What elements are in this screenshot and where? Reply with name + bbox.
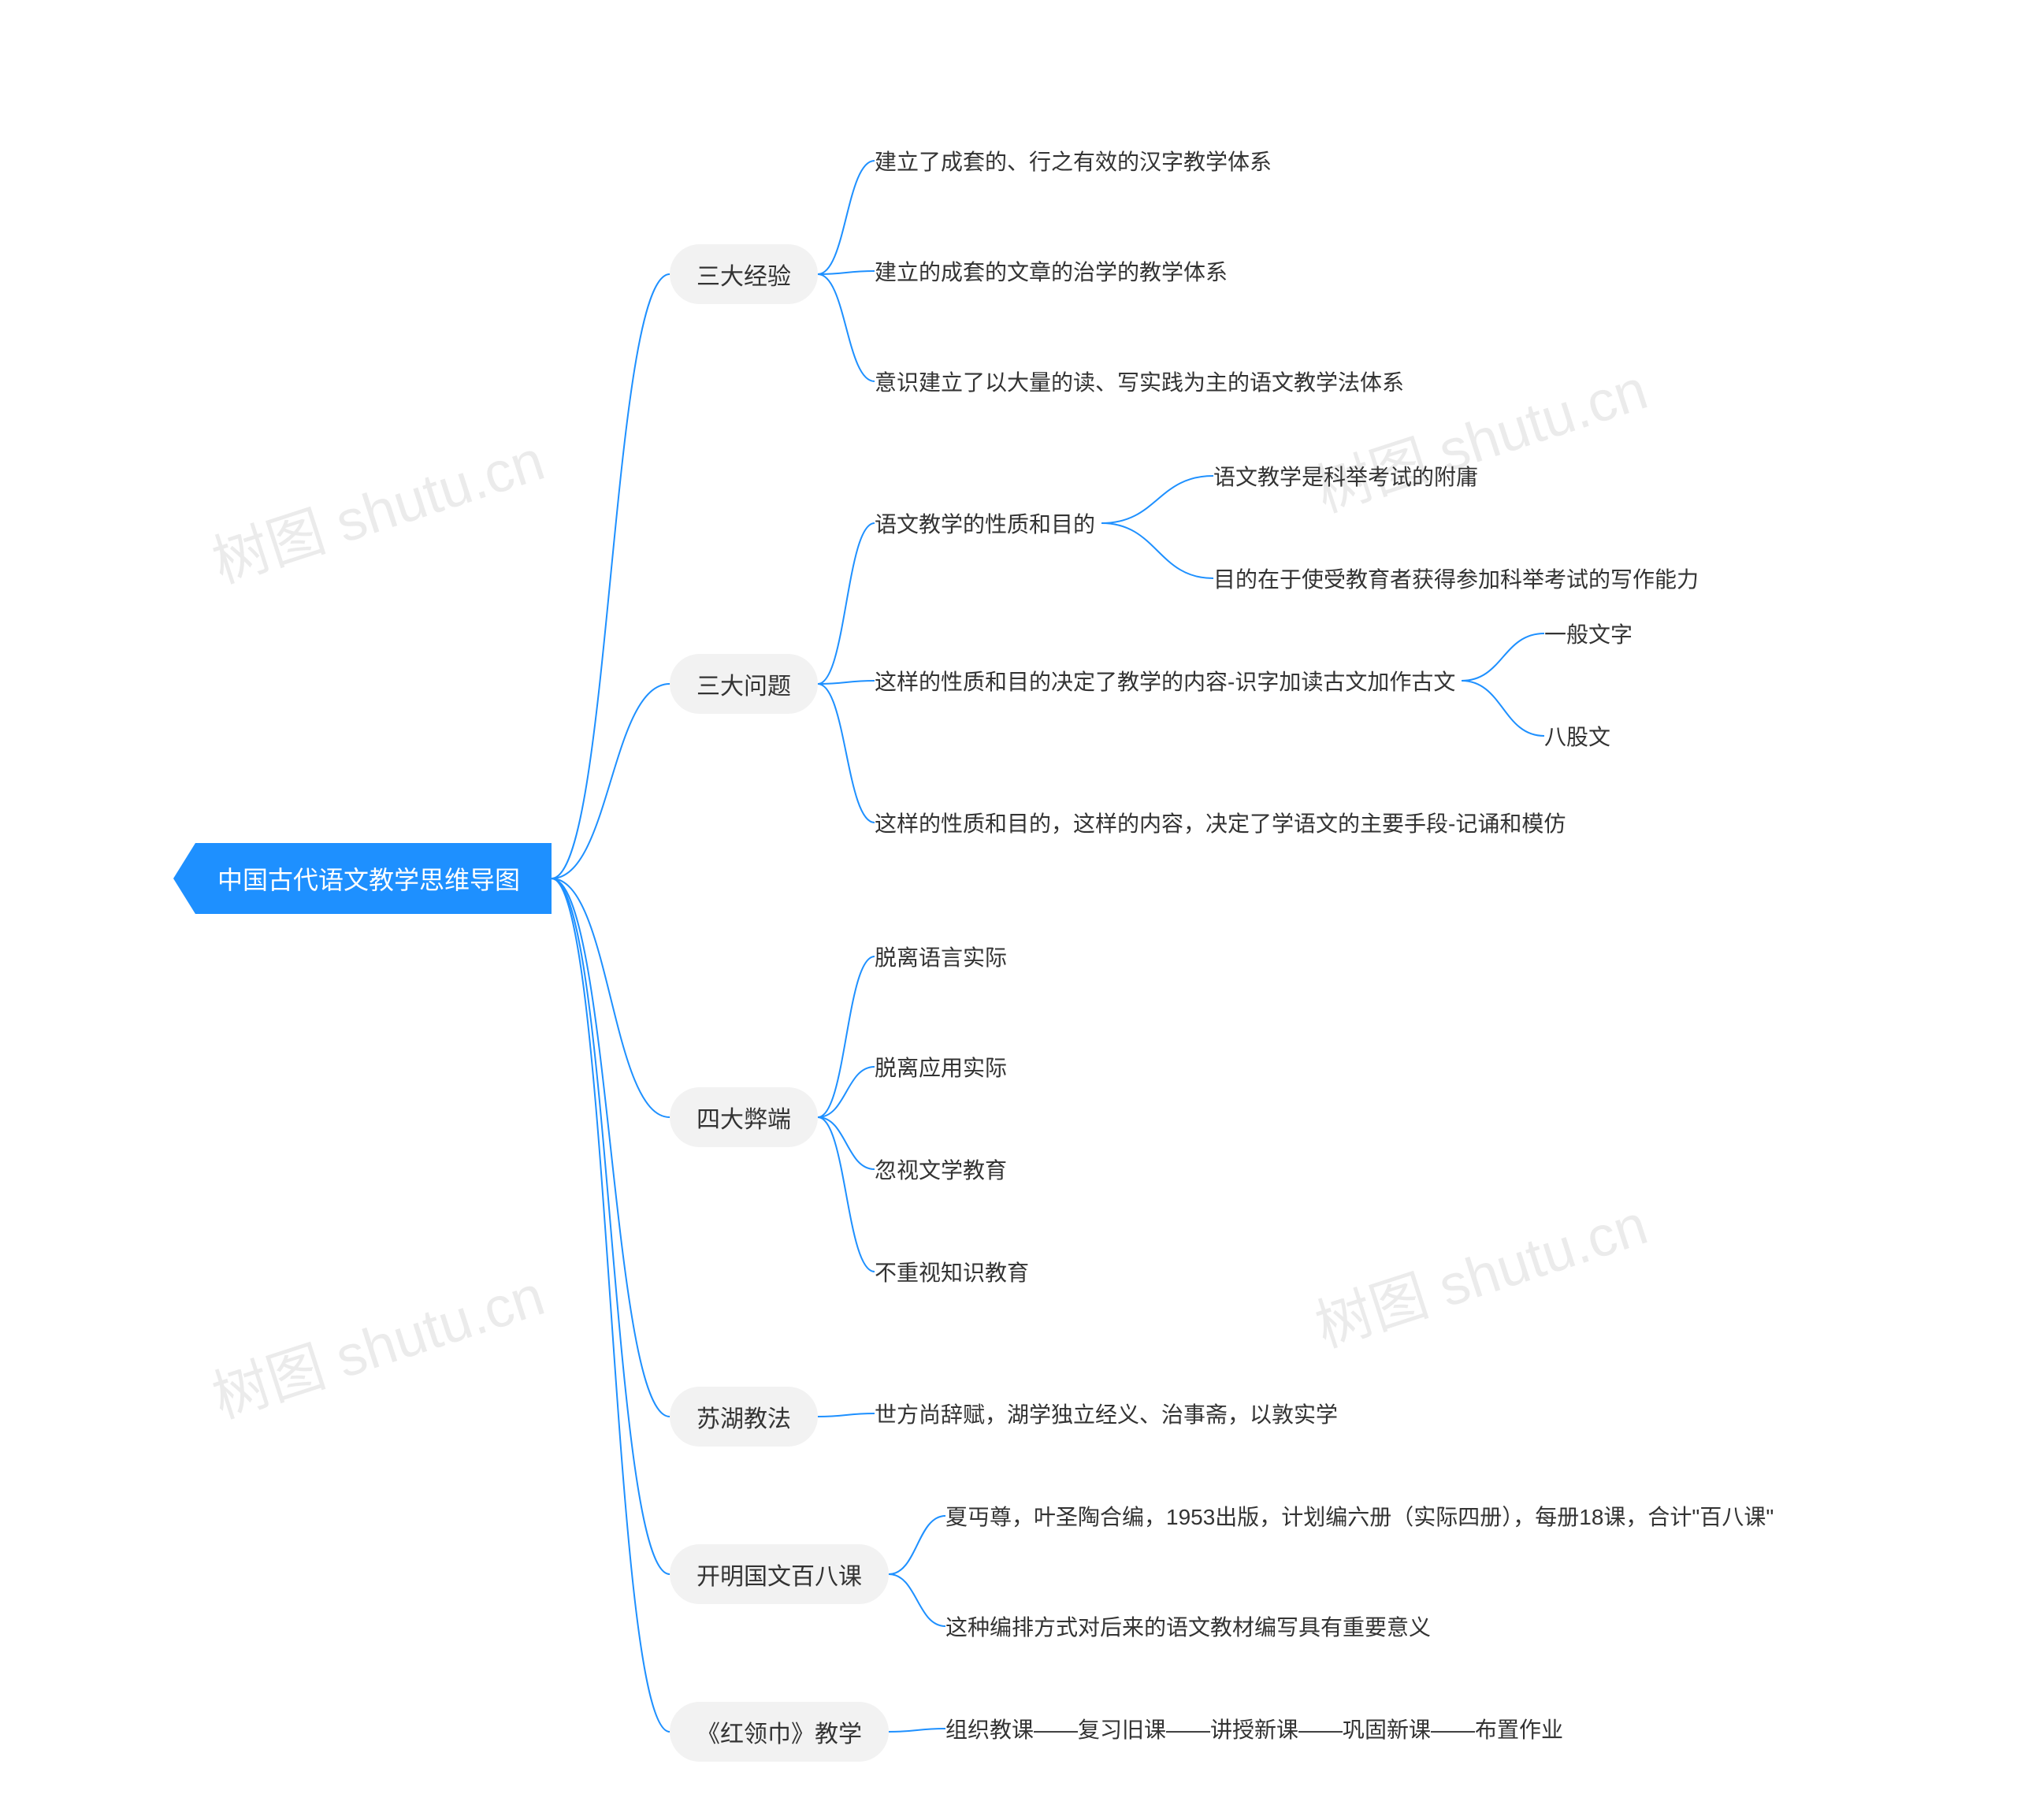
branch-node: 苏湖教法 xyxy=(670,1387,818,1447)
root-node: 中国古代语文教学思维导图 xyxy=(173,843,552,914)
leaf-node: 脱离语言实际 xyxy=(875,938,1007,975)
branch-node: 开明国文百八课 xyxy=(670,1544,889,1604)
watermark: 树图 shutu.cn xyxy=(200,1249,552,1434)
leaf-node: 目的在于使受教育者获得参加科举考试的写作能力 xyxy=(1213,559,1699,597)
leaf-node: 不重视知识教育 xyxy=(875,1253,1029,1291)
branch-node: 三大问题 xyxy=(670,654,818,714)
leaf-node: 这样的性质和目的决定了教学的内容-识字加读古文加作古文 xyxy=(875,662,1455,700)
leaf-node: 忽视文学教育 xyxy=(875,1150,1007,1188)
leaf-node: 一般文字 xyxy=(1544,615,1633,652)
leaf-node: 八股文 xyxy=(1544,717,1610,755)
leaf-node: 建立了成套的、行之有效的汉字教学体系 xyxy=(875,142,1272,180)
leaf-node: 这样的性质和目的，这样的内容，决定了学语文的主要手段-记诵和模仿 xyxy=(875,804,1566,841)
leaf-node: 意识建立了以大量的读、写实践为主的语文教学法体系 xyxy=(875,362,1404,400)
branch-node: 《红领巾》教学 xyxy=(670,1702,889,1762)
mindmap-canvas: 树图 shutu.cn树图 shutu.cn树图 shutu.cn树图 shut… xyxy=(0,0,2017,1820)
leaf-node: 语文教学是科举考试的附庸 xyxy=(1213,457,1478,495)
leaf-node: 组织教课——复习旧课——讲授新课——巩固新课——布置作业 xyxy=(945,1710,1563,1748)
leaf-node: 世方尚辞赋，湖学独立经义、治事斋，以敦实学 xyxy=(875,1395,1338,1432)
leaf-node: 这种编排方式对后来的语文教材编写具有重要意义 xyxy=(945,1607,1431,1645)
branch-node: 四大弊端 xyxy=(670,1087,818,1147)
watermark: 树图 shutu.cn xyxy=(1303,1178,1655,1363)
branch-node: 三大经验 xyxy=(670,244,818,304)
leaf-node: 语文教学的性质和目的 xyxy=(875,504,1095,542)
leaf-node: 脱离应用实际 xyxy=(875,1048,1007,1086)
leaf-node: 夏丏尊，叶圣陶合编，1953出版，计划编六册（实际四册），每册18课，合计"百八… xyxy=(945,1497,1774,1535)
leaf-node: 建立的成套的文章的治学的教学体系 xyxy=(875,252,1228,290)
watermark: 树图 shutu.cn xyxy=(200,414,552,599)
